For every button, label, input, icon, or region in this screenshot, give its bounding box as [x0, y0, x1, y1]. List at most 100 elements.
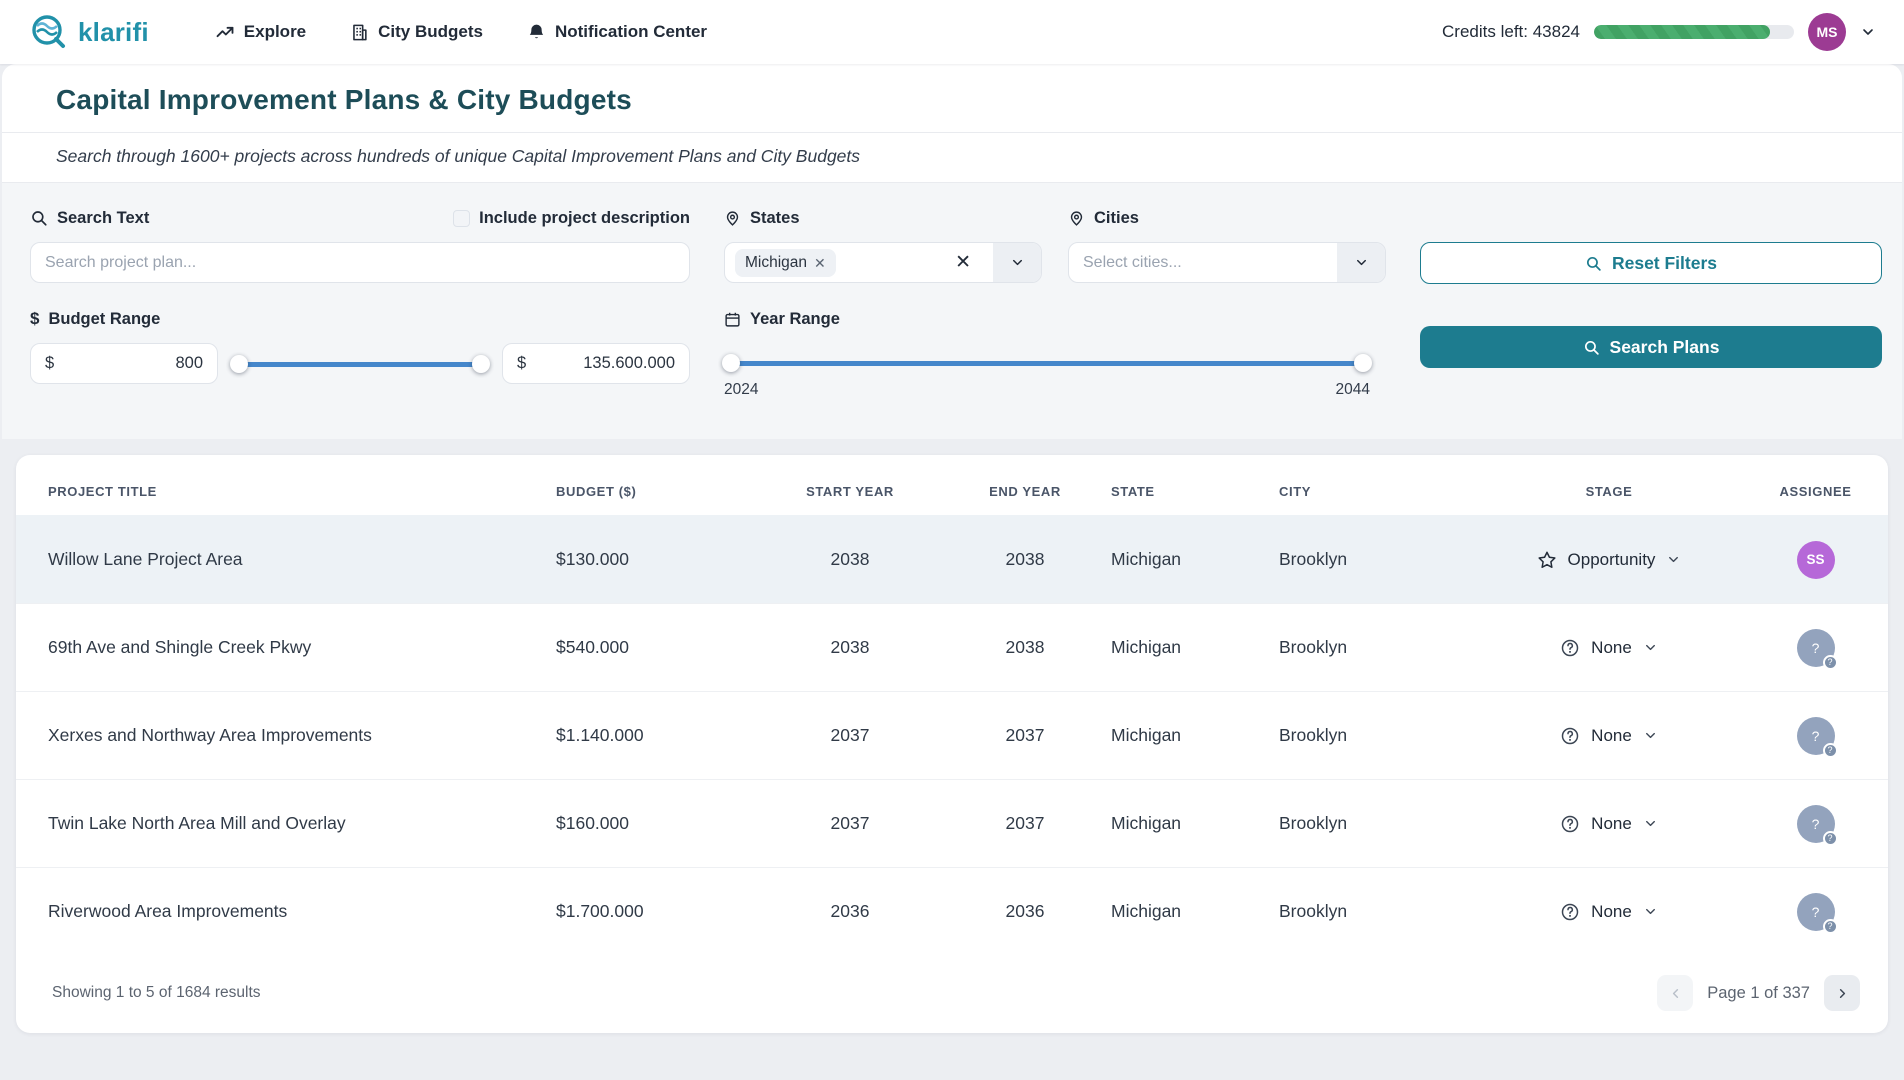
- start-year-cell: 2036: [830, 901, 870, 921]
- state-chip-michigan: Michigan ✕: [735, 248, 836, 277]
- state-cell: Michigan: [1111, 813, 1182, 833]
- stage-chevron-down-icon: [1643, 816, 1658, 831]
- year-slider-min-handle[interactable]: [722, 354, 740, 372]
- table-footer: Showing 1 to 5 of 1684 results Page 1 of…: [16, 955, 1888, 1033]
- year-range-slider[interactable]: [722, 354, 1372, 372]
- budget-cell: $1.140.000: [556, 725, 644, 745]
- assignee-avatar-label: ?: [1811, 727, 1820, 744]
- stage-chevron-down-icon: [1643, 728, 1658, 743]
- search-plans-button[interactable]: Search Plans: [1420, 326, 1882, 368]
- column-header-project-title: PROJECT TITLE: [48, 483, 157, 499]
- stage-dropdown[interactable]: None: [1475, 638, 1743, 658]
- stage-label: None: [1591, 637, 1632, 657]
- include-description-label: Include project description: [479, 208, 690, 227]
- assignee-avatar[interactable]: ? ?: [1796, 716, 1838, 758]
- assignee-avatar[interactable]: ? ?: [1796, 628, 1838, 670]
- column-header-end-year: END YEAR: [989, 483, 1061, 499]
- states-chevron-down-icon[interactable]: [993, 243, 1041, 282]
- assignee-avatar-label: ?: [1811, 815, 1820, 832]
- project-title-cell: 69th Ave and Shingle Creek Pkwy: [48, 637, 312, 657]
- end-year-cell: 2037: [1005, 725, 1045, 745]
- table-row[interactable]: Xerxes and Northway Area Improvements $1…: [16, 691, 1888, 779]
- table-row[interactable]: Willow Lane Project Area $130.000 2038 2…: [16, 515, 1888, 603]
- assignee-avatar[interactable]: ? ?: [1796, 804, 1838, 846]
- stage-dropdown[interactable]: None: [1475, 726, 1743, 746]
- user-menu-chevron-down-icon[interactable]: [1860, 24, 1876, 40]
- start-year-cell: 2037: [830, 725, 870, 745]
- credits-left-label: Credits left: 43824: [1442, 22, 1580, 41]
- nav-item-city-budgets[interactable]: City Budgets: [350, 22, 483, 42]
- credits-progress-bar: [1594, 25, 1794, 39]
- page-subtitle: Search through 1600+ projects across hun…: [56, 146, 861, 166]
- search-input[interactable]: [30, 242, 690, 283]
- brand-logo[interactable]: klarifi: [28, 11, 149, 53]
- trend-up-icon: [215, 22, 235, 42]
- next-page-button[interactable]: [1824, 975, 1860, 1011]
- nav-label-explore: Explore: [243, 22, 307, 41]
- end-year-cell: 2037: [1005, 813, 1045, 833]
- currency-symbol: $: [45, 354, 55, 372]
- filters-panel: Search Text Include project description …: [2, 183, 1902, 439]
- table-row[interactable]: Riverwood Area Improvements $1.700.000 2…: [16, 867, 1888, 955]
- stage-dropdown[interactable]: None: [1475, 902, 1743, 922]
- budget-slider-min-handle[interactable]: [230, 354, 248, 373]
- budget-slider-max-handle[interactable]: [472, 354, 490, 373]
- previous-page-button[interactable]: [1657, 975, 1694, 1011]
- state-chip-label: Michigan: [745, 253, 808, 271]
- reset-filters-container: Reset Filters: [1420, 205, 1882, 284]
- assignee-avatar-label: ?: [1811, 903, 1820, 920]
- unassigned-badge: ?: [1822, 742, 1838, 758]
- budget-range-slider[interactable]: [230, 354, 490, 373]
- budget-max-input[interactable]: $ 135.600.000: [502, 343, 690, 384]
- year-max-label: 2044: [1335, 381, 1370, 398]
- state-cell: Michigan: [1111, 549, 1182, 569]
- credits-bar-fill: [1594, 25, 1770, 39]
- search-text-label: Search Text: [57, 208, 150, 227]
- help-circle-icon: [1560, 814, 1580, 834]
- unassigned-badge: ?: [1822, 654, 1838, 670]
- search-plans-container: Search Plans: [1420, 306, 1882, 399]
- assignee-avatar[interactable]: SS: [1796, 540, 1835, 579]
- column-header-state: STATE: [1111, 483, 1155, 499]
- stage-label: None: [1591, 901, 1632, 921]
- budget-cell: $160.000: [556, 813, 629, 833]
- building-icon: [350, 23, 369, 42]
- start-year-cell: 2037: [830, 813, 870, 833]
- table-row[interactable]: Twin Lake North Area Mill and Overlay $1…: [16, 779, 1888, 867]
- state-cell: Michigan: [1111, 901, 1182, 921]
- stage-dropdown[interactable]: Opportunity: [1475, 550, 1743, 570]
- reset-filters-button[interactable]: Reset Filters: [1420, 242, 1882, 284]
- nav-item-notification-center[interactable]: Notification Center: [527, 22, 707, 42]
- unassigned-badge: ?: [1822, 918, 1838, 934]
- help-circle-icon: [1560, 638, 1580, 658]
- budget-range-label: Budget Range: [48, 309, 161, 328]
- cities-multiselect[interactable]: Select cities...: [1068, 242, 1386, 283]
- table-row[interactable]: 69th Ave and Shingle Creek Pkwy $540.000…: [16, 603, 1888, 691]
- clear-states-icon[interactable]: ✕: [955, 252, 971, 273]
- user-avatar[interactable]: MS: [1808, 13, 1846, 51]
- budget-min-input[interactable]: $ 800: [30, 343, 218, 384]
- stage-label: Opportunity: [1567, 549, 1656, 569]
- table-body: Willow Lane Project Area $130.000 2038 2…: [16, 515, 1888, 955]
- klarifi-logo-icon: [28, 11, 70, 53]
- stage-dropdown[interactable]: None: [1475, 814, 1743, 834]
- year-slider-max-handle[interactable]: [1354, 354, 1372, 372]
- page-title: Capital Improvement Plans & City Budgets: [56, 84, 632, 115]
- budget-range-group: $ Budget Range $ 800 $ 135.600.000: [30, 306, 690, 399]
- project-title-cell: Willow Lane Project Area: [48, 549, 243, 569]
- stage-label: None: [1591, 813, 1632, 833]
- include-description-checkbox[interactable]: [453, 209, 471, 227]
- help-circle-icon: [1560, 902, 1580, 922]
- assignee-avatar[interactable]: ? ?: [1796, 892, 1838, 934]
- nav-item-explore[interactable]: Explore: [215, 22, 306, 42]
- column-header-assignee: ASSIGNEE: [1779, 483, 1852, 499]
- brand-name: klarifi: [78, 16, 149, 47]
- end-year-cell: 2036: [1005, 901, 1045, 921]
- states-multiselect[interactable]: Michigan ✕ ✕: [724, 242, 1042, 283]
- include-description-toggle[interactable]: Include project description: [453, 209, 690, 228]
- stage-chevron-down-icon: [1643, 640, 1658, 655]
- cities-chevron-down-icon[interactable]: [1337, 243, 1385, 282]
- year-min-label: 2024: [724, 381, 759, 398]
- page-indicator: Page 1 of 337: [1707, 983, 1810, 1002]
- remove-state-icon[interactable]: ✕: [814, 254, 826, 271]
